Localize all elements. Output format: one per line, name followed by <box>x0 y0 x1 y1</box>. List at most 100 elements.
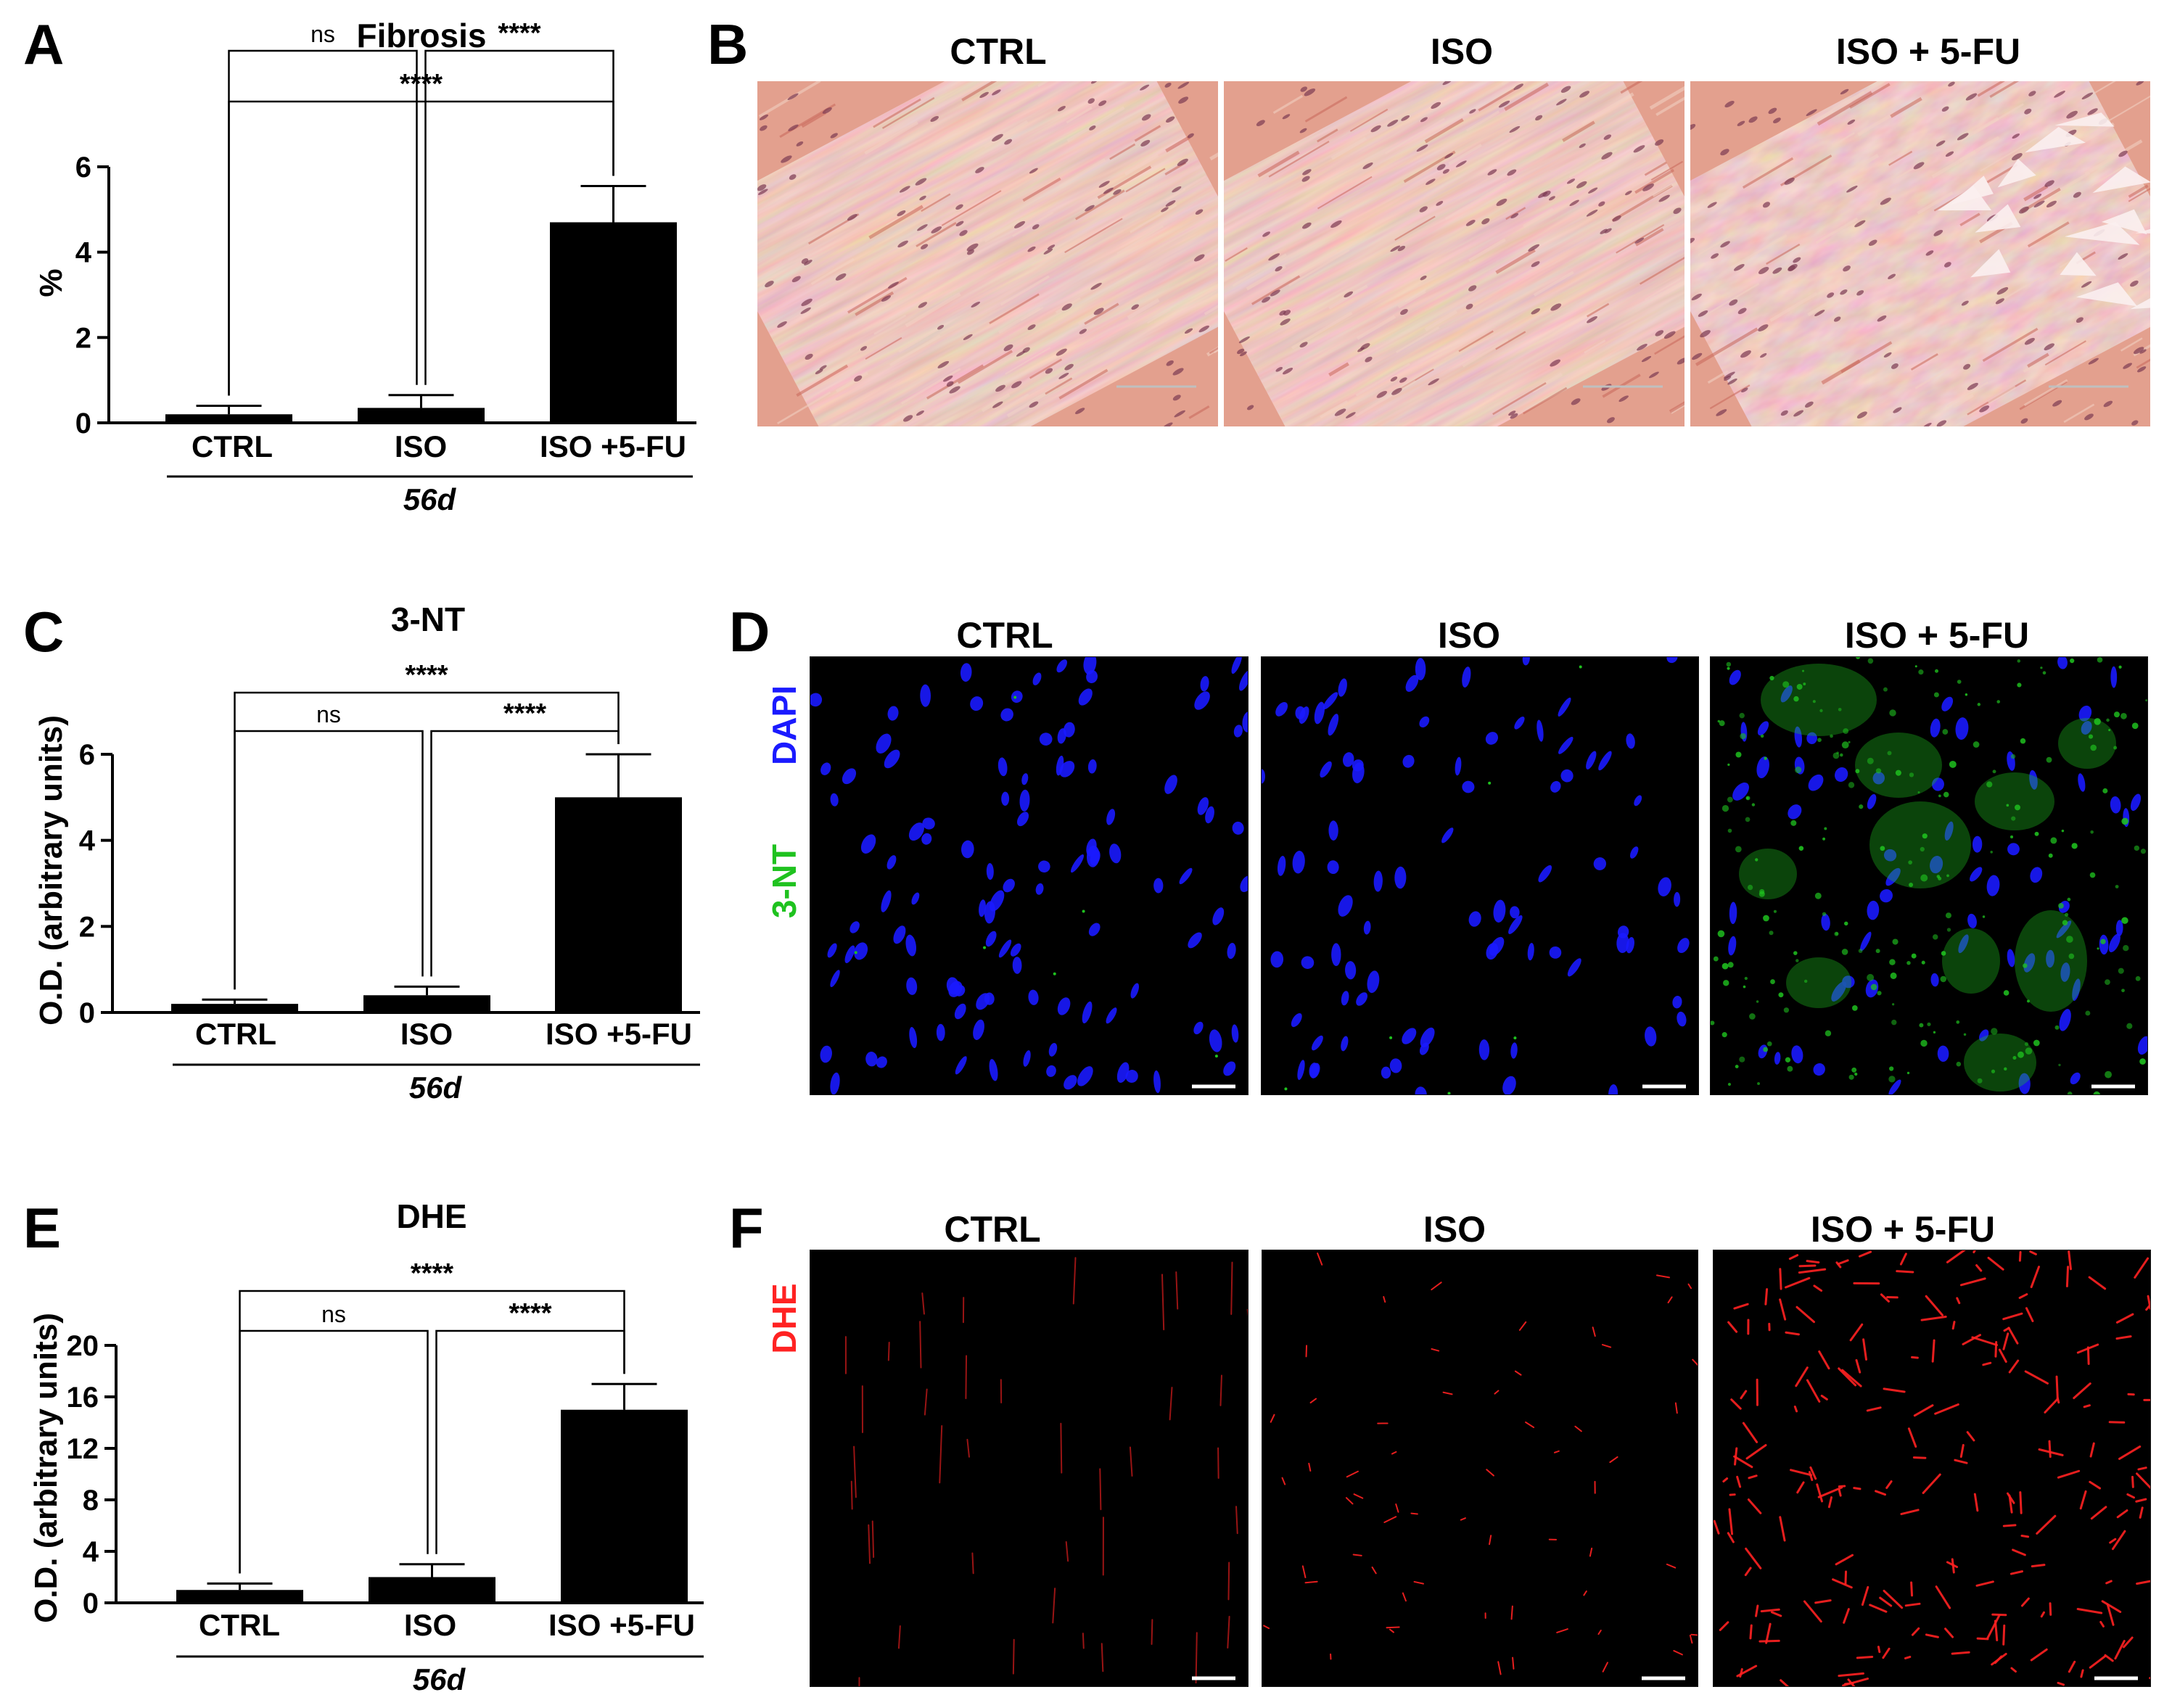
fiber <box>889 334 941 366</box>
dapi-nucleus <box>1485 732 1499 745</box>
y-tick-label: 0 <box>83 1588 99 1620</box>
3nt-speck <box>1973 741 1980 748</box>
fiber <box>1272 94 1304 115</box>
dhe-signal <box>2105 1580 2113 1585</box>
dhe-signal <box>966 1438 970 1458</box>
dapi-nucleus <box>906 977 918 995</box>
column-title-iso: ISO <box>1423 1209 1486 1250</box>
nucleus <box>1963 363 1971 370</box>
dhe-signal <box>1301 1565 1307 1579</box>
dapi-nucleus <box>1658 877 1671 896</box>
dhe-signal <box>1954 1459 1968 1464</box>
x-category-ctrl: CTRL <box>195 1017 276 1051</box>
fiber <box>1397 289 1426 309</box>
nucleus <box>1468 285 1477 292</box>
3nt-speck <box>1751 803 1756 806</box>
x-category-iso: ISO <box>400 1017 453 1051</box>
dapi-nucleus <box>2060 962 2070 982</box>
3nt-speck <box>1763 1047 1769 1052</box>
3nt-speck <box>2134 845 2140 851</box>
dapi-nucleus <box>1593 857 1607 870</box>
nucleus <box>1387 120 1399 127</box>
y-tick-label: 12 <box>67 1433 99 1465</box>
nucleus <box>1945 151 1954 157</box>
fiber <box>2044 340 2086 366</box>
dhe-signal <box>1689 1635 1693 1644</box>
dhe-signal <box>2057 1681 2065 1686</box>
dapi-nucleus <box>946 977 960 995</box>
nucleus <box>1729 299 1738 306</box>
dhe-signal <box>1609 1456 1618 1464</box>
nucleus <box>1893 407 1902 413</box>
dhe-signal <box>2134 1257 2150 1279</box>
fiber <box>1644 277 1683 301</box>
nucleus <box>995 384 1005 392</box>
dhe-signal <box>1788 1254 1799 1261</box>
dapi-nucleus <box>1558 736 1574 754</box>
3nt-speck <box>2108 729 2111 732</box>
nucleus <box>1098 181 1110 188</box>
dapi-nucleus <box>1835 767 1848 782</box>
tissue-background <box>1262 1250 1698 1687</box>
dapi-nucleus <box>1327 860 1339 875</box>
3nt-speck <box>2026 999 2030 1003</box>
dhe-signal <box>1497 1661 1502 1675</box>
nucleus <box>1093 308 1104 315</box>
nucleus <box>1922 422 1932 426</box>
dhe-signal <box>1760 1608 1780 1613</box>
fiber <box>1618 210 1665 239</box>
panel-letter-e: E <box>23 1196 61 1260</box>
dapi-nucleus <box>1677 1011 1687 1027</box>
nucleus <box>1301 176 1310 182</box>
nucleus <box>1936 420 1947 426</box>
fiber <box>1495 331 1526 350</box>
dapi-nucleus <box>908 822 924 841</box>
nucleus <box>1419 206 1428 213</box>
3nt-speck <box>1830 734 1833 738</box>
dapi-nucleus <box>1003 878 1015 893</box>
dhe-signal <box>1883 1387 1906 1393</box>
dapi-nucleus <box>1626 733 1635 749</box>
dhe-signal <box>1765 1622 1772 1644</box>
3nt-speck <box>1513 1036 1517 1040</box>
fiber <box>1815 217 1859 244</box>
y-tick-label: 8 <box>83 1485 99 1517</box>
nucleus <box>2046 200 2057 208</box>
dhe-signal <box>1838 1485 1846 1488</box>
fiber <box>873 98 921 128</box>
3nt-speck <box>1727 796 1733 803</box>
nucleus <box>1075 408 1085 414</box>
3nt-speck <box>1906 1071 1910 1075</box>
dhe-signal <box>1966 1431 1975 1442</box>
nucleus <box>1426 178 1436 185</box>
3nt-speck <box>2113 746 2118 750</box>
3nt-speck <box>1053 972 1056 975</box>
dhe-signal <box>1175 1271 1179 1310</box>
fiber <box>1127 298 1160 320</box>
fiber <box>1959 117 1999 142</box>
tissue-texture <box>1690 81 2150 426</box>
3nt-speck <box>1763 915 1769 922</box>
nucleus <box>1793 410 1804 417</box>
bar <box>165 414 292 423</box>
nucleus <box>1390 245 1401 252</box>
fiber <box>1349 108 1389 132</box>
dhe-signal <box>1818 1350 1830 1370</box>
dhe-signal <box>1885 1480 1893 1490</box>
nucleus <box>1362 162 1373 170</box>
3nt-speck <box>1579 665 1582 669</box>
3nt-speck <box>2090 744 2097 751</box>
3nt-speck <box>2140 849 2146 854</box>
nucleus <box>1965 93 1978 101</box>
dapi-nucleus <box>1356 992 1368 1006</box>
fiber <box>1394 215 1436 241</box>
3nt-speck <box>1214 1055 1218 1058</box>
nucleus <box>847 214 857 221</box>
nucleus <box>1538 191 1548 199</box>
3nt-speck <box>1920 846 1925 852</box>
dhe-signal <box>1402 1592 1407 1602</box>
dhe-signal <box>1879 1596 1893 1607</box>
dhe-signal <box>2012 1548 2026 1556</box>
nucleus <box>1043 248 1053 255</box>
